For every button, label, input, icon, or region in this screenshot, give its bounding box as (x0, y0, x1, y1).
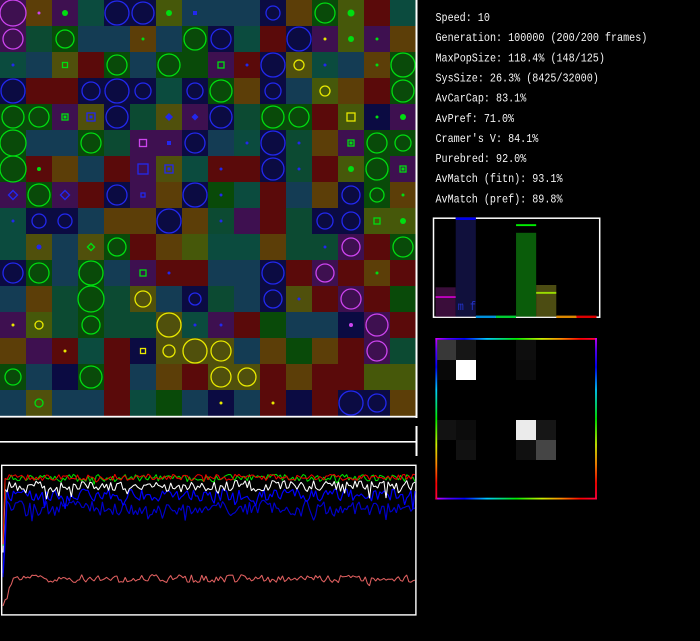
svg-text:Purebred: 92.0%: Purebred: 92.0% (436, 152, 527, 166)
svg-text:AvMatch (pref): 89.8%: AvMatch (pref): 89.8% (436, 192, 564, 206)
svg-text:Cramer's V: 84.1%: Cramer's V: 84.1% (436, 132, 539, 146)
svg-text:AvCarCap: 83.1%: AvCarCap: 83.1% (436, 92, 527, 106)
svg-text:m f: m f (458, 300, 476, 314)
svg-text:AvPref: 71.0%: AvPref: 71.0% (436, 112, 515, 126)
svg-text:AvMatch (fitn): 93.1%: AvMatch (fitn): 93.1% (436, 172, 564, 186)
svg-text:MaxPopSize: 118.4% (148/125): MaxPopSize: 118.4% (148/125) (436, 51, 605, 65)
svg-text:SysSize: 26.3% (8425/32000): SysSize: 26.3% (8425/32000) (436, 72, 599, 86)
svg-text:Speed: 10: Speed: 10 (436, 11, 490, 25)
svg-text:Generation: 100000 (200/200 fr: Generation: 100000 (200/200 frames) (436, 31, 648, 45)
